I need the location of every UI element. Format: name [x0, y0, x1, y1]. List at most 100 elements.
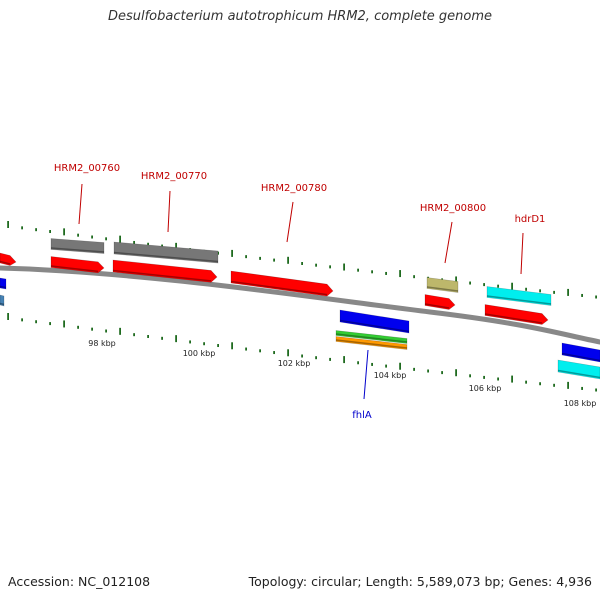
- tick-dot: [315, 263, 317, 267]
- gene-arrow-shade: [339, 319, 410, 333]
- scale-label: 102 kbp: [278, 359, 311, 368]
- leader-line: [167, 190, 171, 233]
- tick-dot: [21, 318, 23, 322]
- gene-arrow: [484, 304, 549, 325]
- tick-dot: [91, 235, 93, 239]
- gene-label: hdrD1: [515, 214, 546, 225]
- tick-dot: [567, 288, 569, 296]
- tick-dot: [343, 356, 345, 364]
- tick-dot: [217, 344, 219, 348]
- gene-arrow: [339, 309, 410, 334]
- gene-arrow: [113, 241, 219, 264]
- tick-dot: [581, 293, 583, 297]
- tick-dot: [217, 251, 219, 255]
- gene-arrow-shade: [424, 303, 450, 309]
- leader-line: [520, 232, 524, 275]
- tick-dot: [91, 327, 93, 331]
- tick-dot: [245, 347, 247, 351]
- gene-arrow: [230, 270, 334, 297]
- gene-arrow-shade: [335, 339, 408, 349]
- scale-label: 106 kbp: [469, 384, 502, 393]
- tick-dot: [133, 333, 135, 337]
- gene-label: HRM2_00800: [420, 203, 486, 214]
- gene-arrow: [561, 342, 600, 363]
- tick-dot: [77, 325, 79, 329]
- gene-arrow: [335, 336, 408, 350]
- gene-arrow: [0, 252, 17, 266]
- tick-dot: [357, 268, 359, 272]
- gene-arrow-shade: [486, 295, 552, 305]
- tick-dot: [455, 369, 457, 377]
- gene-arrow-shade: [113, 251, 219, 263]
- accession-label: Accession: NC_012108: [8, 574, 151, 589]
- tick-dot: [315, 356, 317, 360]
- tick-dot: [371, 362, 373, 366]
- tick-dot: [301, 354, 303, 358]
- tick-dot: [301, 262, 303, 265]
- gene-arrow: [486, 286, 552, 306]
- tick-dot: [441, 371, 443, 375]
- scale-label: 108 kbp: [564, 399, 597, 408]
- tick-dot: [469, 374, 471, 378]
- tick-dot: [35, 320, 37, 324]
- gene-arrow-shade: [484, 313, 543, 324]
- tick-dot: [497, 284, 499, 288]
- gene-arrow: [424, 294, 456, 310]
- tick-dot: [469, 281, 471, 285]
- gene-label: HRM2_00780: [261, 183, 327, 194]
- tick-dot: [329, 357, 331, 361]
- tick-dot: [161, 336, 163, 340]
- leader-line: [444, 221, 453, 264]
- scale-label: 104 kbp: [374, 371, 407, 380]
- label-leader-lines: [78, 183, 524, 400]
- tick-dot: [105, 329, 107, 333]
- tick-dot: [273, 258, 275, 262]
- gene-features: [0, 238, 600, 380]
- tick-dot: [497, 377, 499, 381]
- lower-tick-ring: [7, 313, 597, 392]
- tick-dot: [385, 364, 387, 368]
- tick-dot: [581, 386, 583, 390]
- gene-arrow-shade: [426, 286, 459, 292]
- tick-dot: [357, 361, 359, 365]
- tick-dot: [399, 362, 401, 370]
- tick-dot: [525, 380, 527, 384]
- tick-dot: [273, 351, 275, 355]
- tick-dot: [231, 249, 233, 257]
- tick-dot: [175, 242, 177, 250]
- tick-dot: [63, 228, 65, 236]
- tick-dot: [427, 369, 429, 373]
- gene-arrow: [0, 294, 5, 307]
- tick-dot: [511, 375, 513, 383]
- scale-label: 100 kbp: [183, 349, 216, 358]
- tick-dot: [203, 342, 205, 346]
- genome-stats: Topology: circular; Length: 5,589,073 bp…: [248, 574, 592, 589]
- tick-dot: [483, 283, 485, 287]
- genome-backbone: [0, 265, 600, 345]
- tick-dot: [287, 256, 289, 264]
- tick-dot: [287, 349, 289, 357]
- leader-line: [78, 183, 83, 225]
- tick-dot: [371, 270, 373, 274]
- tick-dot: [399, 270, 401, 278]
- gene-arrow-shade: [0, 285, 7, 289]
- tick-dot: [567, 381, 569, 389]
- gene-arrow: [50, 238, 105, 254]
- tick-dot: [553, 383, 555, 387]
- gene-arrow: [0, 277, 7, 290]
- gene-label: HRM2_00760: [54, 163, 120, 174]
- tick-dot: [231, 342, 233, 350]
- tick-dot: [329, 265, 331, 269]
- tick-dot: [189, 340, 191, 344]
- gene-arrow-shade: [50, 247, 105, 253]
- upper-tick-ring: [7, 221, 597, 299]
- tick-dot: [77, 233, 79, 237]
- tick-dot: [385, 271, 387, 275]
- page-title: Desulfobacterium autotrophicum HRM2, com…: [107, 9, 493, 24]
- gene-arrow: [112, 259, 218, 283]
- tick-dot: [161, 244, 163, 248]
- tick-dot: [413, 367, 415, 371]
- tick-dot: [133, 240, 135, 244]
- gene-label: HRM2_00770: [141, 171, 207, 182]
